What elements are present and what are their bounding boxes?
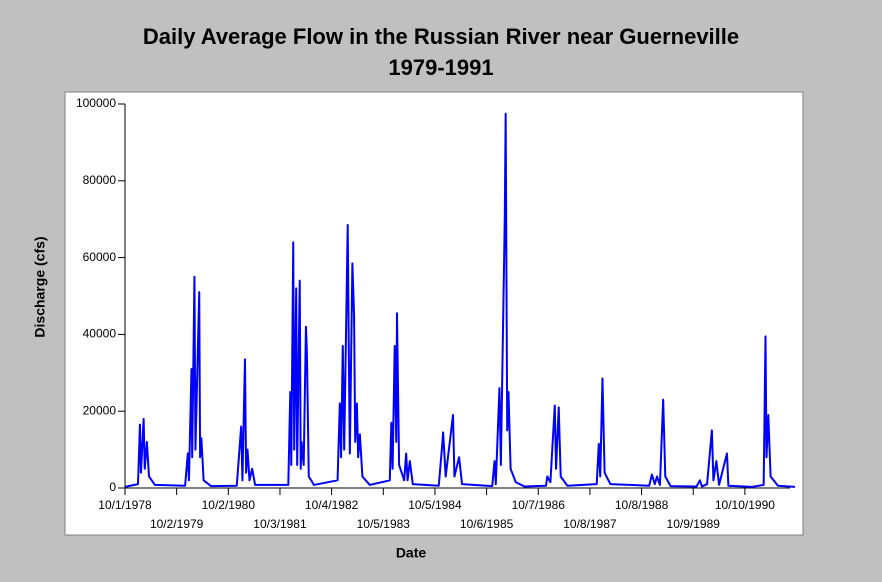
x-tick-label: 10/9/1989 [667,517,721,531]
x-tick-label: 10/6/1985 [460,517,514,531]
x-tick-label: 10/4/1982 [305,498,359,512]
x-tick-label: 10/1/1978 [98,498,152,512]
x-tick-label: 10/2/1980 [202,498,256,512]
x-tick-label: 10/3/1981 [253,517,307,531]
x-tick-label: 10/10/1990 [715,498,775,512]
plot-frame [64,91,804,536]
y-tick-label: 20000 [83,403,117,417]
y-tick-label: 100000 [76,96,116,110]
chart-title: Daily Average Flow in the Russian River … [143,24,739,49]
chart-subtitle: 1979-1991 [388,55,493,80]
x-tick-label: 10/5/1983 [357,517,411,531]
flow-line [124,112,796,488]
y-tick-label: 60000 [83,250,117,264]
x-tick-label: 10/7/1986 [512,498,566,512]
x-tick-label: 10/5/1984 [408,498,462,512]
x-tick-label: 10/8/1987 [563,517,617,531]
x-tick-label: 10/8/1988 [615,498,669,512]
y-tick-label: 80000 [83,173,117,187]
y-tick-label: 0 [109,480,116,494]
y-axis-label: Discharge (cfs) [32,236,48,337]
x-tick-label: 10/2/1979 [150,517,204,531]
x-axis-label: Date [396,545,427,561]
y-tick-label: 40000 [83,327,117,341]
